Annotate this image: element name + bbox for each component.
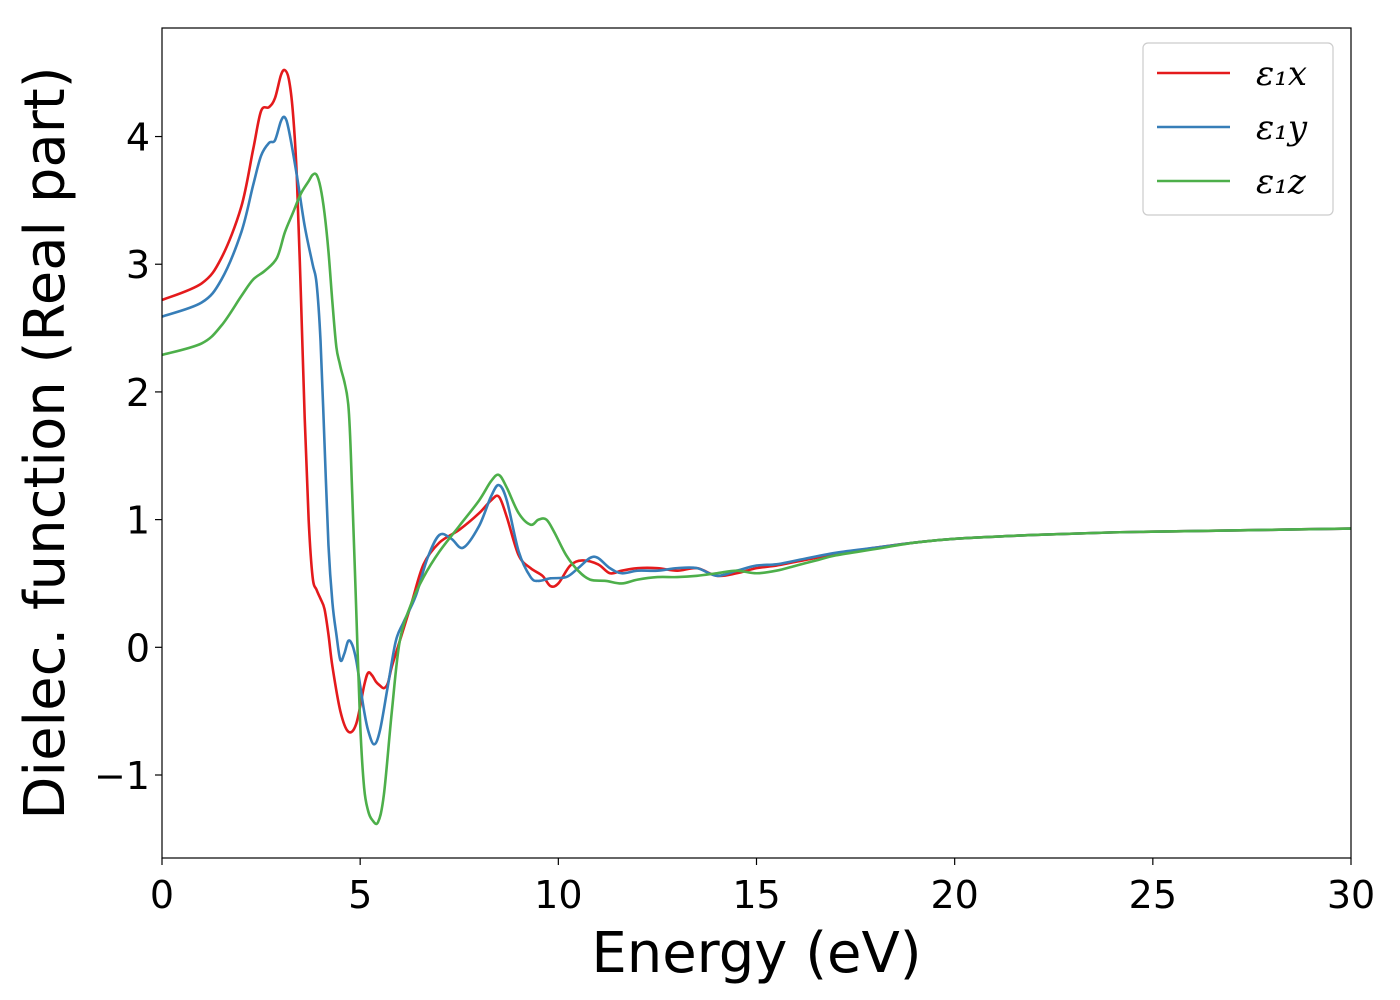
legend-label-1: ε₁x [1256, 54, 1307, 94]
y-axis-ticks: −1 0 1 2 3 4 [94, 116, 162, 798]
series-line-2 [162, 115, 1351, 746]
x-tick-label: 30 [1327, 873, 1375, 917]
series-layer [162, 68, 1351, 826]
y-tick-label: −1 [94, 754, 150, 798]
y-axis-label: Dielec. function (Real part) [13, 66, 78, 819]
x-tick-label: 10 [534, 873, 582, 917]
x-tick-label: 20 [930, 873, 978, 917]
y-tick-label: 4 [126, 116, 150, 160]
y-tick-label: 2 [126, 371, 150, 415]
x-tick-label: 5 [348, 873, 372, 917]
legend-box [1142, 42, 1334, 216]
x-axis-label: Energy (eV) [591, 921, 921, 986]
y-tick-label: 1 [126, 499, 150, 543]
series-line-3 [162, 172, 1351, 826]
x-axis-ticks: 0 5 10 15 20 25 30 [150, 858, 1375, 917]
y-tick-label: 0 [126, 626, 150, 670]
x-tick-label: 15 [732, 873, 780, 917]
y-tick-label: 3 [126, 243, 150, 287]
x-tick-label: 0 [150, 873, 174, 917]
legend-label-3: ε₁z [1256, 162, 1307, 202]
x-tick-label: 25 [1129, 873, 1177, 917]
legend: ε₁x ε₁y ε₁z [1142, 42, 1334, 216]
legend-label-2: ε₁y [1256, 108, 1308, 148]
